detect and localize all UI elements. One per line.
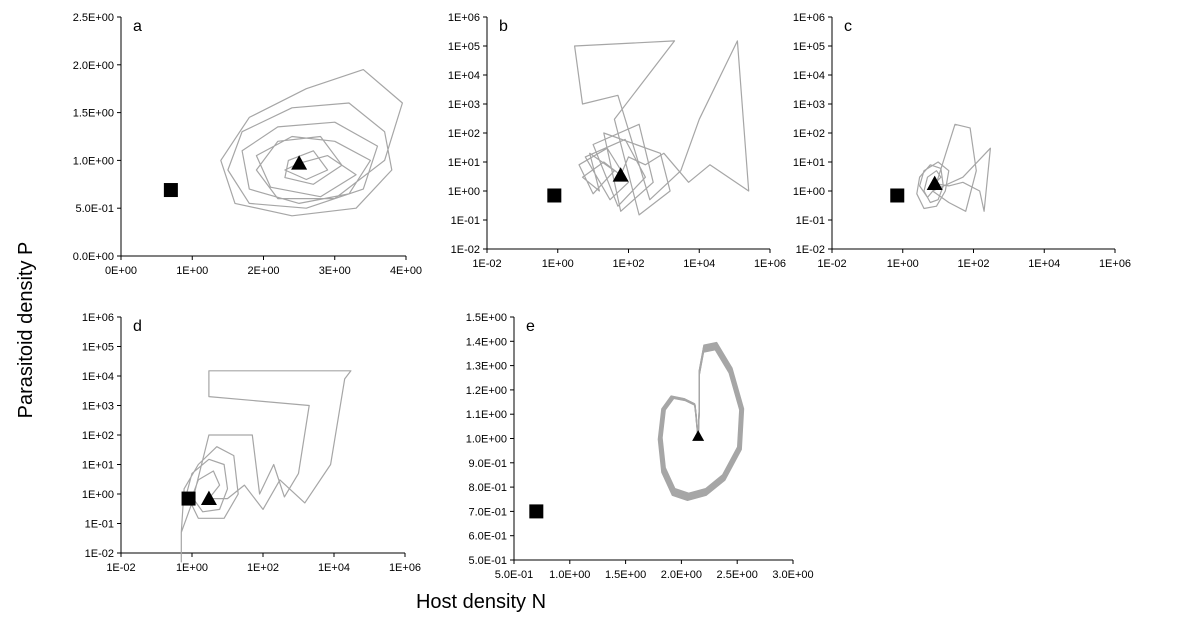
triangle-marker <box>200 490 217 505</box>
y-tick-label: 9.0E-01 <box>468 458 507 470</box>
y-tick-label: 5.0E-01 <box>75 203 114 215</box>
x-tick-label: 5.0E-01 <box>495 569 534 581</box>
x-tick-label: 3.0E+00 <box>772 569 813 581</box>
x-tick-label: 2E+00 <box>247 265 279 277</box>
trajectory-line <box>220 68 403 217</box>
y-tick-label: 1.5E+00 <box>466 312 507 324</box>
x-tick-label: 1E-02 <box>472 258 501 270</box>
y-tick-label: 1E+03 <box>82 401 114 413</box>
y-tick-label: 7.0E-01 <box>468 506 507 518</box>
y-tick-label: 1E+05 <box>793 41 825 53</box>
x-tick-label: 2.5E+00 <box>717 569 758 581</box>
y-tick-label: 1E+02 <box>82 430 114 442</box>
shared-y-axis-label: Parasitoid density P <box>15 242 37 419</box>
y-tick-label: 1E+04 <box>793 70 825 82</box>
y-tick-label: 1.0E+00 <box>466 434 507 446</box>
trajectory-line <box>573 40 750 216</box>
trajectory-line <box>916 123 992 212</box>
trajectory-line <box>180 370 352 563</box>
square-marker <box>529 504 544 519</box>
square-marker <box>181 491 196 506</box>
y-tick-label: 1E+02 <box>448 128 480 140</box>
y-tick-label: 1E+05 <box>448 41 480 53</box>
y-tick-label: 1E-01 <box>796 215 825 227</box>
x-tick-label: 1E+06 <box>1099 258 1131 270</box>
y-tick-label: 5.0E-01 <box>468 555 507 567</box>
y-tick-label: 1.1E+00 <box>466 409 507 421</box>
y-tick-label: 1.3E+00 <box>466 361 507 373</box>
triangle-marker <box>612 167 629 182</box>
y-tick-label: 1E+03 <box>793 99 825 111</box>
y-tick-label: 1E+01 <box>448 157 480 169</box>
y-tick-label: 1E-01 <box>85 519 114 531</box>
panel-letter: b <box>499 18 508 35</box>
y-tick-label: 1E+06 <box>82 312 114 324</box>
x-tick-label: 1E+00 <box>542 258 574 270</box>
triangle-marker <box>291 155 308 170</box>
x-tick-label: 1E-02 <box>817 258 846 270</box>
y-tick-label: 1.0E+00 <box>73 155 114 167</box>
shared-x-axis-label: Host density N <box>416 591 546 613</box>
y-tick-label: 2.5E+00 <box>73 12 114 24</box>
x-tick-label: 2.0E+00 <box>661 569 702 581</box>
y-tick-label: 1E+00 <box>448 186 480 198</box>
x-tick-label: 1.0E+00 <box>549 569 590 581</box>
x-tick-label: 4E+00 <box>390 265 422 277</box>
y-tick-label: 1E+01 <box>82 460 114 472</box>
x-tick-label: 1E+02 <box>247 562 279 574</box>
panel-a: 0.0E+00 5.0E-01 1.0E+00 1.5E+00 2.0E+00 2.5E+… <box>73 12 422 277</box>
x-tick-label: 1E+06 <box>389 562 421 574</box>
square-marker <box>890 188 905 203</box>
panel-b: 1E-02 1E-01 1E+00 1E+01 1E+02 1E+03 1E+04 1E+05… <box>448 12 786 270</box>
y-tick-label: 1.4E+00 <box>466 336 507 348</box>
y-tick-label: 1E+06 <box>793 12 825 24</box>
y-tick-label: 1E+03 <box>448 99 480 111</box>
x-tick-label: 1E+00 <box>176 265 208 277</box>
y-tick-label: 2.0E+00 <box>73 60 114 72</box>
x-tick-label: 1E-02 <box>106 562 135 574</box>
x-tick-label: 1.5E+00 <box>605 569 646 581</box>
y-tick-label: 1.5E+00 <box>73 108 114 120</box>
square-marker <box>163 183 178 198</box>
panel-letter: a <box>133 18 142 35</box>
x-tick-label: 1E+04 <box>1028 258 1060 270</box>
x-tick-label: 1E+00 <box>176 562 208 574</box>
x-tick-label: 0E+00 <box>105 265 137 277</box>
square-marker <box>547 188 562 203</box>
y-tick-label: 8.0E-01 <box>468 482 507 494</box>
y-tick-label: 1.2E+00 <box>466 385 507 397</box>
limit-cycle-loop <box>657 341 745 501</box>
y-tick-label: 1E-02 <box>796 244 825 256</box>
y-tick-label: 1E+00 <box>82 489 114 501</box>
y-tick-label: 1E+02 <box>793 128 825 140</box>
y-tick-label: 6.0E-01 <box>468 531 507 543</box>
y-tick-label: 1E+05 <box>82 342 114 354</box>
triangle-marker <box>692 430 705 441</box>
x-tick-label: 3E+00 <box>319 265 351 277</box>
y-tick-label: 1E+04 <box>82 371 114 383</box>
y-tick-label: 1E+04 <box>448 70 480 82</box>
x-tick-label: 1E+00 <box>887 258 919 270</box>
y-tick-label: 1E-02 <box>451 244 480 256</box>
triangle-marker <box>926 175 943 190</box>
panel-letter: c <box>844 18 852 35</box>
panel-letter: e <box>526 318 535 335</box>
y-tick-label: 1E+01 <box>793 157 825 169</box>
y-tick-label: 1E+06 <box>448 12 480 24</box>
panel-letter: d <box>133 318 142 335</box>
panel-d: 1E-02 1E-01 1E+00 1E+01 1E+02 1E+03 1E+04 1E+05… <box>82 312 421 574</box>
y-tick-label: 1E-01 <box>451 215 480 227</box>
y-tick-label: 1E-02 <box>85 548 114 560</box>
x-tick-label: 1E+02 <box>612 258 644 270</box>
x-tick-label: 1E+02 <box>957 258 989 270</box>
x-tick-label: 1E+04 <box>683 258 715 270</box>
x-tick-label: 1E+06 <box>754 258 786 270</box>
y-tick-label: 0.0E+00 <box>73 251 114 263</box>
x-tick-label: 1E+04 <box>318 562 350 574</box>
y-tick-label: 1E+00 <box>793 186 825 198</box>
panel-e: 5.0E-01 6.0E-01 7.0E-01 8.0E-01 9.0E-01 1.0E+… <box>466 312 814 581</box>
panel-c: 1E-02 1E-01 1E+00 1E+01 1E+02 1E+03 1E+04 1E+05… <box>793 12 1131 270</box>
